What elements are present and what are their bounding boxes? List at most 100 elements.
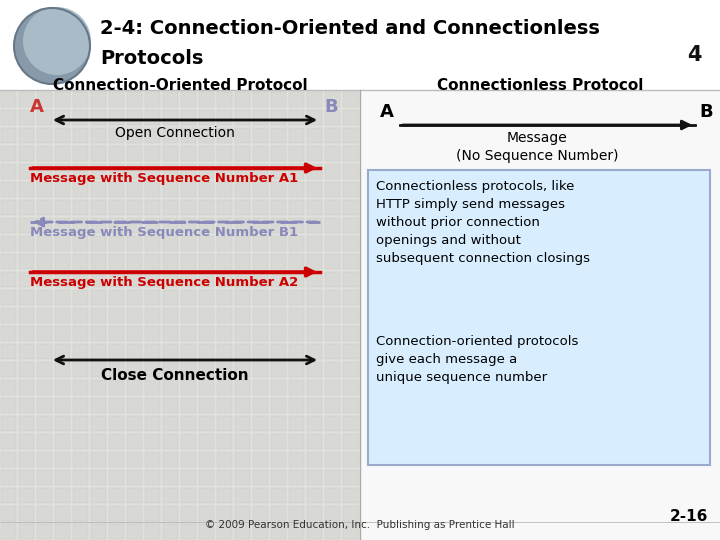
Bar xyxy=(235,146,250,161)
Bar xyxy=(37,380,52,395)
Bar xyxy=(343,290,358,305)
Bar xyxy=(1,164,16,179)
Bar xyxy=(217,470,232,485)
Bar xyxy=(199,416,214,431)
Text: Connectionless protocols, like
HTTP simply send messages
without prior connectio: Connectionless protocols, like HTTP simp… xyxy=(376,180,590,265)
Bar xyxy=(289,452,304,467)
Bar xyxy=(325,236,340,251)
Bar xyxy=(217,524,232,539)
Bar xyxy=(343,398,358,413)
Bar xyxy=(73,524,88,539)
Bar xyxy=(19,272,34,287)
Bar xyxy=(73,488,88,503)
Bar xyxy=(289,416,304,431)
Bar xyxy=(1,344,16,359)
Bar xyxy=(37,92,52,107)
Bar xyxy=(199,308,214,323)
Bar xyxy=(127,236,142,251)
Bar xyxy=(217,344,232,359)
Bar xyxy=(307,110,322,125)
Bar xyxy=(199,128,214,143)
Bar xyxy=(253,416,268,431)
Bar xyxy=(289,506,304,521)
Bar xyxy=(307,326,322,341)
Bar xyxy=(271,344,286,359)
Bar xyxy=(73,506,88,521)
Bar xyxy=(343,524,358,539)
Bar xyxy=(127,434,142,449)
Bar xyxy=(253,218,268,233)
Bar xyxy=(271,200,286,215)
Bar xyxy=(109,506,124,521)
Bar xyxy=(343,380,358,395)
Bar xyxy=(55,128,70,143)
Bar xyxy=(91,218,106,233)
Bar xyxy=(73,236,88,251)
Bar xyxy=(289,434,304,449)
Bar xyxy=(1,434,16,449)
Bar xyxy=(145,146,160,161)
Bar xyxy=(343,236,358,251)
Bar xyxy=(91,110,106,125)
Bar xyxy=(289,290,304,305)
Bar xyxy=(289,488,304,503)
Bar xyxy=(127,146,142,161)
Bar xyxy=(235,308,250,323)
Bar xyxy=(217,416,232,431)
Bar xyxy=(145,416,160,431)
Bar xyxy=(37,488,52,503)
Bar xyxy=(199,200,214,215)
Bar xyxy=(163,452,178,467)
Bar xyxy=(343,326,358,341)
Bar xyxy=(271,290,286,305)
Bar xyxy=(1,380,16,395)
Bar xyxy=(1,506,16,521)
Bar xyxy=(91,416,106,431)
Bar xyxy=(37,164,52,179)
Bar xyxy=(37,452,52,467)
Bar xyxy=(325,92,340,107)
Bar xyxy=(19,488,34,503)
Bar xyxy=(271,380,286,395)
Bar xyxy=(343,308,358,323)
Bar xyxy=(271,362,286,377)
Bar xyxy=(163,362,178,377)
Bar xyxy=(289,380,304,395)
Bar xyxy=(325,434,340,449)
Bar xyxy=(37,362,52,377)
Bar xyxy=(127,182,142,197)
Bar xyxy=(289,398,304,413)
Bar xyxy=(325,344,340,359)
Bar xyxy=(163,506,178,521)
Bar xyxy=(217,182,232,197)
Bar xyxy=(1,362,16,377)
Bar xyxy=(217,398,232,413)
Bar xyxy=(163,290,178,305)
Bar xyxy=(55,452,70,467)
Bar xyxy=(217,326,232,341)
Bar xyxy=(181,326,196,341)
Bar xyxy=(73,344,88,359)
Bar xyxy=(343,164,358,179)
Bar xyxy=(91,524,106,539)
Bar xyxy=(1,110,16,125)
Bar xyxy=(1,92,16,107)
Bar xyxy=(289,236,304,251)
Text: Connection-Oriented Protocol: Connection-Oriented Protocol xyxy=(53,78,307,92)
Bar xyxy=(307,470,322,485)
Bar xyxy=(37,470,52,485)
Bar xyxy=(163,128,178,143)
Bar xyxy=(73,254,88,269)
Bar xyxy=(271,434,286,449)
Text: Message
(No Sequence Number): Message (No Sequence Number) xyxy=(456,131,618,164)
Bar xyxy=(127,362,142,377)
Bar xyxy=(199,146,214,161)
Bar xyxy=(109,380,124,395)
Bar xyxy=(55,434,70,449)
Bar xyxy=(73,164,88,179)
Bar xyxy=(181,218,196,233)
Bar xyxy=(127,92,142,107)
Bar xyxy=(91,452,106,467)
Bar xyxy=(73,398,88,413)
Bar xyxy=(0,0,720,90)
